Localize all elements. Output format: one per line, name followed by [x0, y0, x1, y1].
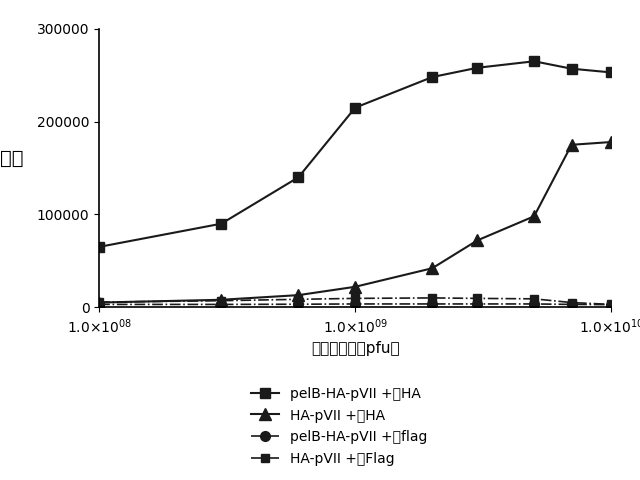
- Legend: pelB-HA-pVII +抗HA, HA-pVII +抗HA, pelB-HA-pVII +抗flag, HA-pVII +抗Flag: pelB-HA-pVII +抗HA, HA-pVII +抗HA, pelB-HA…: [244, 380, 435, 473]
- Y-axis label: 発光: 発光: [0, 149, 24, 168]
- X-axis label: ファージ数（pfu）: ファージ数（pfu）: [311, 341, 399, 356]
